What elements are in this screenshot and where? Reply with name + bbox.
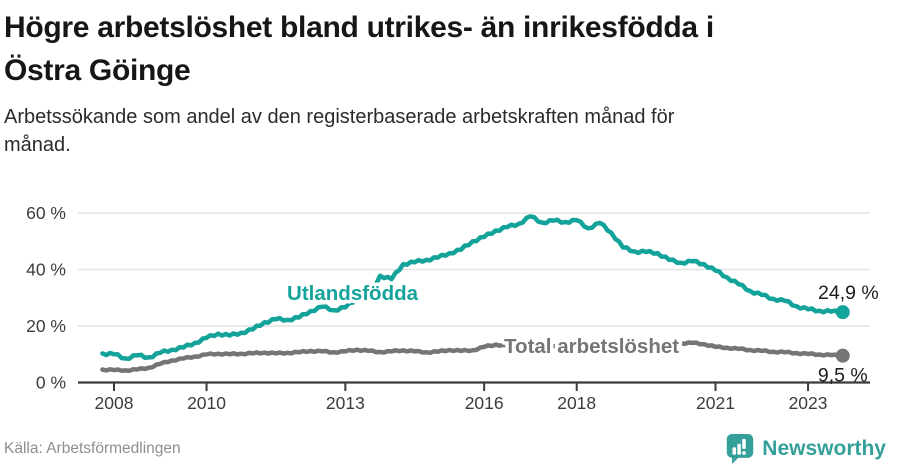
- y-tick-label: 40 %: [26, 260, 66, 280]
- chart-subtitle: Arbetssökande som andel av den registerb…: [4, 103, 892, 159]
- brand-name: Newsworthy: [762, 437, 886, 460]
- line-chart: 0 % 20 % 40 % 60 % 2008 2010 2013 2016 2018 2021 2…: [26, 203, 879, 413]
- series-label-1: Total arbetslöshet: [504, 335, 679, 358]
- series-label-0: Utlandsfödda: [287, 282, 419, 305]
- title-line-2: Östra Göinge: [4, 54, 191, 87]
- subtitle-line-2: månad.: [4, 134, 71, 156]
- series-end-value-1: 9,5 %: [818, 365, 868, 387]
- source-credit: Källa: Arbetsförmedlingen: [4, 440, 181, 457]
- x-tick-label: 2008: [95, 393, 134, 413]
- subtitle-line-1: Arbetssökande som andel av den registerb…: [4, 106, 675, 128]
- series-line-1: [100, 340, 846, 374]
- series-line-0: [100, 214, 846, 361]
- x-tick-label: 2023: [789, 393, 828, 413]
- x-tick-label: 2013: [326, 393, 365, 413]
- chart-header: Högre arbetslöshet bland utrikes- än inr…: [0, 0, 900, 159]
- x-tick-label: 2016: [465, 393, 504, 413]
- page-title: Högre arbetslöshet bland utrikes- än inr…: [4, 6, 892, 92]
- series-end-value-0: 24,9 %: [818, 282, 879, 304]
- title-line-1: Högre arbetslöshet bland utrikes- än inr…: [4, 11, 714, 44]
- chart-footer: Källa: Arbetsförmedlingen Newsworthy: [0, 432, 900, 466]
- newsworthy-chart-bubble-icon: [727, 434, 754, 464]
- series-end-dot-1: [835, 348, 850, 363]
- y-tick-label: 20 %: [26, 316, 66, 336]
- y-tick-label: 60 %: [26, 203, 66, 223]
- newsworthy-logo: Newsworthy: [725, 432, 886, 466]
- y-tick-label: 0 %: [36, 373, 66, 393]
- series-end-dot-0: [835, 305, 850, 320]
- x-tick-label: 2018: [557, 393, 596, 413]
- x-tick-label: 2010: [187, 393, 226, 413]
- x-tick-label: 2021: [696, 393, 735, 413]
